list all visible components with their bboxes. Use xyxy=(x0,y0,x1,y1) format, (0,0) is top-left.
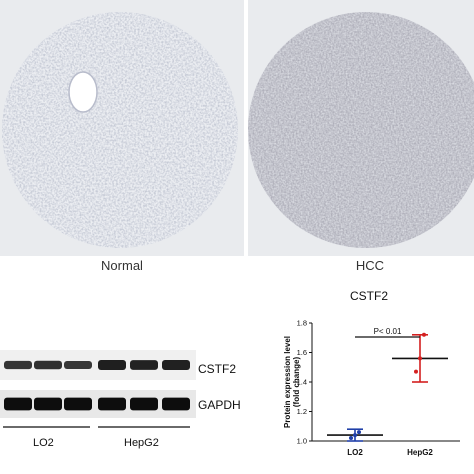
data-point xyxy=(349,436,353,441)
y-tick-label: 1.0 xyxy=(297,437,307,446)
data-point xyxy=(353,433,357,438)
cstf2-band xyxy=(34,360,62,370)
lo2-group-label: LO2 xyxy=(33,437,54,449)
cstf2-band xyxy=(130,360,158,370)
cstf2-band xyxy=(64,361,92,369)
gapdh-band xyxy=(130,397,158,411)
cstf2-band-label: CSTF2 xyxy=(198,362,237,376)
plot-title: CSTF2 xyxy=(350,289,389,303)
gapdh-band xyxy=(98,397,126,411)
cstf2-band xyxy=(4,360,32,370)
normal-label: Normal xyxy=(101,258,143,273)
y-tick-label: 1.2 xyxy=(297,407,307,416)
expression-plot: 1.0 1.2 1.4 1.6 1.8 Protein expression level(… xyxy=(283,319,460,457)
data-point xyxy=(418,356,422,361)
normal-tissue-image xyxy=(2,12,238,248)
y-tick-label: 1.6 xyxy=(297,348,307,357)
cstf2-band xyxy=(98,359,126,371)
data-point xyxy=(414,369,418,374)
gapdh-band xyxy=(4,397,32,411)
x-category-label: HepG2 xyxy=(407,448,433,457)
hcc-tissue-image xyxy=(248,12,474,248)
hepg2-group-label: HepG2 xyxy=(124,437,159,449)
gapdh-band-label: GAPDH xyxy=(198,398,241,412)
western-blot xyxy=(0,350,196,428)
gapdh-band xyxy=(162,397,190,411)
hcc-label: HCC xyxy=(355,258,385,273)
y-axis-label: Protein expression level(fold change) xyxy=(283,336,301,428)
y-tick-label: 1.8 xyxy=(297,319,307,328)
x-category-label: LO2 xyxy=(347,448,363,457)
significance-label: P< 0.01 xyxy=(374,327,402,336)
cstf2-band xyxy=(162,360,190,370)
data-point xyxy=(357,430,361,435)
y-axis-label-line1: Protein expression level xyxy=(283,336,292,428)
gapdh-band xyxy=(34,397,62,411)
data-point xyxy=(422,332,426,337)
gapdh-band xyxy=(64,397,92,411)
y-axis-label-line2: (fold change) xyxy=(292,357,301,408)
y-tick-label: 1.4 xyxy=(297,378,307,387)
